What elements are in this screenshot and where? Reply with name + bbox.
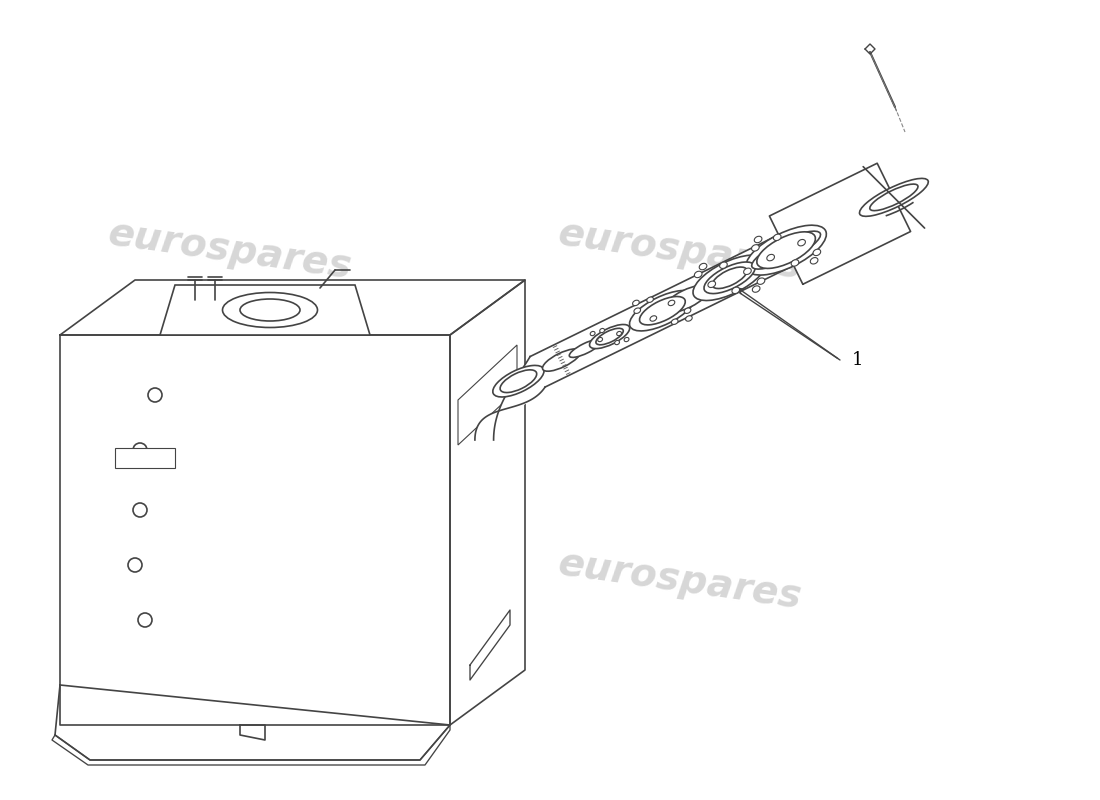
Text: eurospares: eurospares bbox=[106, 214, 354, 286]
Ellipse shape bbox=[138, 613, 152, 627]
Ellipse shape bbox=[671, 319, 678, 325]
Ellipse shape bbox=[732, 287, 739, 294]
Ellipse shape bbox=[493, 366, 544, 397]
Ellipse shape bbox=[500, 370, 537, 393]
Ellipse shape bbox=[240, 299, 300, 321]
Polygon shape bbox=[475, 357, 546, 440]
Ellipse shape bbox=[634, 308, 640, 314]
Ellipse shape bbox=[811, 258, 818, 264]
Ellipse shape bbox=[712, 267, 747, 289]
Ellipse shape bbox=[751, 245, 759, 251]
Ellipse shape bbox=[128, 558, 142, 572]
Polygon shape bbox=[55, 685, 450, 760]
Ellipse shape bbox=[708, 281, 716, 287]
Ellipse shape bbox=[791, 260, 799, 266]
Polygon shape bbox=[530, 192, 881, 387]
Polygon shape bbox=[458, 345, 517, 445]
Ellipse shape bbox=[694, 271, 702, 278]
Ellipse shape bbox=[596, 328, 624, 345]
Polygon shape bbox=[60, 280, 525, 335]
Ellipse shape bbox=[757, 278, 764, 284]
Ellipse shape bbox=[744, 268, 751, 274]
Ellipse shape bbox=[591, 331, 595, 336]
Ellipse shape bbox=[773, 234, 781, 241]
Text: eurospares: eurospares bbox=[556, 214, 804, 286]
Ellipse shape bbox=[685, 316, 692, 322]
Ellipse shape bbox=[647, 297, 653, 302]
Ellipse shape bbox=[590, 325, 629, 349]
Ellipse shape bbox=[755, 236, 762, 242]
Polygon shape bbox=[116, 448, 175, 468]
Polygon shape bbox=[160, 285, 370, 335]
Ellipse shape bbox=[639, 297, 685, 325]
Ellipse shape bbox=[542, 349, 581, 371]
Ellipse shape bbox=[767, 254, 774, 261]
Text: eurospares: eurospares bbox=[556, 544, 804, 616]
Ellipse shape bbox=[148, 388, 162, 402]
Ellipse shape bbox=[133, 443, 147, 457]
Ellipse shape bbox=[751, 231, 821, 269]
Ellipse shape bbox=[704, 262, 756, 294]
Ellipse shape bbox=[684, 308, 691, 314]
Ellipse shape bbox=[650, 316, 657, 322]
Ellipse shape bbox=[632, 300, 639, 306]
Text: 1: 1 bbox=[852, 351, 864, 369]
Ellipse shape bbox=[719, 262, 727, 269]
Ellipse shape bbox=[600, 329, 605, 333]
Ellipse shape bbox=[813, 249, 821, 256]
Ellipse shape bbox=[597, 338, 603, 342]
Polygon shape bbox=[60, 335, 450, 725]
Ellipse shape bbox=[663, 286, 710, 313]
Ellipse shape bbox=[624, 338, 629, 342]
Ellipse shape bbox=[133, 503, 147, 517]
Ellipse shape bbox=[615, 341, 619, 345]
Ellipse shape bbox=[617, 331, 621, 336]
Ellipse shape bbox=[570, 339, 602, 358]
Ellipse shape bbox=[668, 300, 674, 306]
Ellipse shape bbox=[757, 232, 815, 269]
Ellipse shape bbox=[798, 239, 805, 246]
Ellipse shape bbox=[700, 263, 707, 270]
Ellipse shape bbox=[752, 286, 760, 292]
Ellipse shape bbox=[693, 255, 767, 301]
Polygon shape bbox=[769, 163, 911, 284]
Polygon shape bbox=[450, 280, 525, 725]
Text: eurospares: eurospares bbox=[106, 544, 354, 616]
Ellipse shape bbox=[870, 184, 918, 210]
Ellipse shape bbox=[222, 293, 318, 327]
Ellipse shape bbox=[859, 178, 928, 216]
Ellipse shape bbox=[746, 226, 826, 275]
Ellipse shape bbox=[629, 290, 695, 331]
